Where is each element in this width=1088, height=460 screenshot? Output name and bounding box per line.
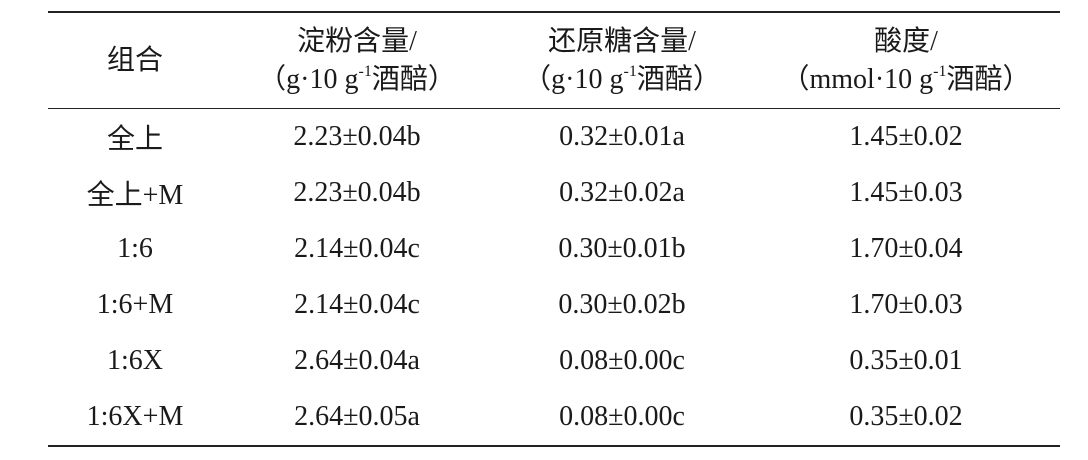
table-cell: 0.35±0.01 [849, 345, 963, 376]
unit-text: 酒醅） [371, 63, 456, 95]
table-cell: 2.23±0.04b [293, 121, 421, 152]
unit-text: （g·10 g [523, 63, 624, 95]
header-title: 还原糖含量/ [548, 25, 696, 57]
table-wrap: 组合 淀粉含量/（g·10 g-1酒醅） 还原糖含量/（g·10 g-1酒醅） 酸度/… [48, 11, 1060, 447]
header-title: 组合 [106, 44, 163, 76]
header-unit: （g·10 g-1酒醅） [492, 61, 752, 99]
table-row: 1:6+M 2.14±0.04c 0.30±0.02b 1.70±0.03 [48, 277, 1060, 333]
row-label: 1:6 [117, 233, 153, 264]
header-cell: 组合 [48, 12, 222, 109]
unit-superscript: -1 [358, 62, 372, 80]
table-row: 1:6X 2.64±0.04a 0.08±0.00c 0.35±0.01 [48, 333, 1060, 389]
table-cell: 0.30±0.02b [558, 289, 686, 320]
table-cell: 2.14±0.04c [294, 289, 420, 320]
unit-text: （mmol·10 g [781, 63, 934, 95]
table-cell: 1.70±0.04 [849, 233, 963, 264]
table-cell: 2.64±0.04a [294, 345, 420, 376]
header-row: 组合 淀粉含量/（g·10 g-1酒醅） 还原糖含量/（g·10 g-1酒醅） 酸度/… [48, 12, 1060, 109]
header-cell: 酸度/ （mmol·10 g-1酒醅） [752, 12, 1060, 109]
header-cell: 淀粉含量/ （g·10 g-1酒醅） [222, 12, 492, 109]
row-label: 全上+M [86, 180, 184, 211]
row-label: 1:6X [107, 345, 163, 376]
data-table: 组合 淀粉含量/（g·10 g-1酒醅） 还原糖含量/（g·10 g-1酒醅） 酸度/… [48, 11, 1060, 447]
unit-text: （g·10 g [258, 63, 359, 95]
unit-superscript: -1 [933, 62, 947, 80]
table-cell: 1.45±0.02 [849, 121, 963, 152]
unit-superscript: -1 [623, 62, 637, 80]
table-cell: 0.08±0.00c [559, 401, 685, 432]
table-row: 全上 2.23±0.04b 0.32±0.01a 1.45±0.02 [48, 109, 1060, 166]
table-cell: 0.32±0.02a [559, 177, 685, 208]
table-row: 1:6X+M 2.64±0.05a 0.08±0.00c 0.35±0.02 [48, 389, 1060, 446]
table-row: 全上+M 2.23±0.04b 0.32±0.02a 1.45±0.03 [48, 165, 1060, 221]
unit-text: 酒醅） [946, 63, 1031, 95]
table-cell: 2.14±0.04c [294, 233, 420, 264]
table-cell: 2.64±0.05a [294, 401, 420, 432]
header-cell: 还原糖含量/ （g·10 g-1酒醅） [492, 12, 752, 109]
table-cell: 0.35±0.02 [849, 401, 963, 432]
table-cell: 2.23±0.04b [293, 177, 421, 208]
table-cell: 0.08±0.00c [559, 345, 685, 376]
row-label: 全上 [106, 124, 163, 155]
header-unit: （mmol·10 g-1酒醅） [752, 61, 1060, 99]
header-title: 酸度/ [874, 25, 938, 57]
row-label: 1:6X+M [86, 401, 184, 432]
table-cell: 1.70±0.03 [849, 289, 963, 320]
table-cell: 0.32±0.01a [559, 121, 685, 152]
table-row: 1:6 2.14±0.04c 0.30±0.01b 1.70±0.04 [48, 221, 1060, 277]
table-body: 全上 2.23±0.04b 0.32±0.01a 1.45±0.02 全上+M 2.23±… [48, 109, 1060, 446]
unit-text: 酒醅） [636, 63, 721, 95]
header-title: 淀粉含量/ [297, 25, 417, 57]
table-cell: 1.45±0.03 [849, 177, 963, 208]
row-label: 1:6+M [96, 289, 174, 320]
table-head: 组合 淀粉含量/（g·10 g-1酒醅） 还原糖含量/（g·10 g-1酒醅） 酸度/… [48, 12, 1060, 109]
table-cell: 0.30±0.01b [558, 233, 686, 264]
header-unit: （g·10 g-1酒醅） [222, 61, 492, 99]
